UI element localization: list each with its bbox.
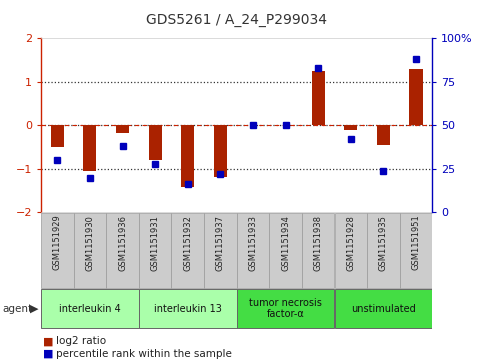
Text: ■: ■ bbox=[43, 336, 54, 346]
Text: GSM1151938: GSM1151938 bbox=[313, 215, 323, 271]
Text: percentile rank within the sample: percentile rank within the sample bbox=[56, 349, 231, 359]
Text: interleukin 13: interleukin 13 bbox=[154, 303, 222, 314]
Bar bbox=[116, 125, 129, 133]
Bar bbox=[344, 125, 357, 130]
Bar bbox=[41, 213, 73, 288]
Bar bbox=[171, 213, 204, 288]
Bar bbox=[237, 289, 334, 328]
Text: ■: ■ bbox=[43, 349, 54, 359]
Bar bbox=[312, 71, 325, 125]
Bar bbox=[400, 213, 432, 288]
Text: interleukin 4: interleukin 4 bbox=[59, 303, 121, 314]
Bar bbox=[51, 125, 64, 147]
Bar bbox=[237, 213, 269, 288]
Bar bbox=[106, 213, 139, 288]
Text: GSM1151934: GSM1151934 bbox=[281, 215, 290, 270]
Text: GSM1151930: GSM1151930 bbox=[85, 215, 95, 270]
Bar bbox=[335, 213, 367, 288]
Text: GSM1151935: GSM1151935 bbox=[379, 215, 388, 270]
Bar bbox=[74, 213, 106, 288]
Text: GSM1151928: GSM1151928 bbox=[346, 215, 355, 270]
Bar bbox=[302, 213, 334, 288]
Text: GSM1151933: GSM1151933 bbox=[248, 215, 257, 271]
Bar bbox=[149, 125, 162, 160]
Bar bbox=[214, 125, 227, 177]
Text: GSM1151932: GSM1151932 bbox=[183, 215, 192, 270]
Text: GSM1151929: GSM1151929 bbox=[53, 215, 62, 270]
Text: tumor necrosis
factor-α: tumor necrosis factor-α bbox=[249, 298, 322, 319]
Text: GSM1151936: GSM1151936 bbox=[118, 215, 127, 271]
Text: GSM1151931: GSM1151931 bbox=[151, 215, 160, 270]
Bar bbox=[41, 289, 139, 328]
Text: ▶: ▶ bbox=[30, 303, 39, 314]
Text: unstimulated: unstimulated bbox=[351, 303, 416, 314]
Bar bbox=[84, 125, 97, 171]
Bar bbox=[410, 69, 423, 125]
Bar bbox=[181, 125, 194, 187]
Text: GDS5261 / A_24_P299034: GDS5261 / A_24_P299034 bbox=[146, 13, 327, 27]
Text: agent: agent bbox=[2, 303, 32, 314]
Bar bbox=[335, 289, 432, 328]
Text: GSM1151937: GSM1151937 bbox=[216, 215, 225, 271]
Bar bbox=[367, 213, 399, 288]
Bar bbox=[377, 125, 390, 145]
Text: GSM1151951: GSM1151951 bbox=[412, 215, 421, 270]
Text: log2 ratio: log2 ratio bbox=[56, 336, 106, 346]
Bar bbox=[270, 213, 302, 288]
Bar bbox=[139, 213, 171, 288]
Bar bbox=[139, 289, 237, 328]
Bar bbox=[204, 213, 237, 288]
